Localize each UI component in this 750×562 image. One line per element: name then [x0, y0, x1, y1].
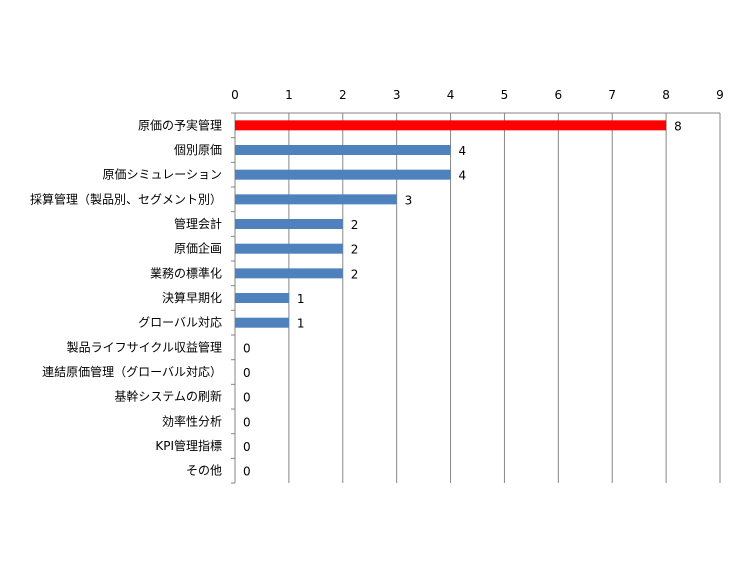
category-label: 効率性分析: [162, 413, 222, 428]
bar-1: [235, 145, 451, 156]
category-label: 連結原価管理（グローバル対応）: [42, 364, 222, 379]
bar-3: [235, 194, 397, 205]
x-tick-label: 6: [555, 88, 563, 102]
category-label: その他: [186, 464, 222, 478]
data-label: 1: [297, 292, 305, 306]
x-tick-label: 9: [716, 88, 724, 102]
x-tick-label: 2: [339, 88, 347, 102]
category-label: 原価シミュレーション: [102, 168, 222, 182]
category-label: 原価企画: [174, 241, 222, 256]
bar-6: [235, 268, 343, 279]
bar-5: [235, 243, 343, 254]
x-tick-label: 8: [662, 88, 670, 102]
category-label: 個別原価: [174, 143, 222, 157]
bar-0: [235, 120, 667, 131]
category-label: 製品ライフサイクル収益管理: [67, 339, 222, 354]
category-label: 採算管理（製品別、セグメント別）: [30, 191, 222, 206]
x-tick-label: 1: [285, 88, 293, 102]
data-label: 0: [243, 366, 251, 380]
data-label: 2: [351, 267, 359, 281]
data-label: 0: [243, 465, 251, 479]
data-label: 0: [243, 391, 251, 405]
x-tick-label: 3: [393, 88, 401, 102]
bar-4: [235, 219, 343, 230]
category-label: 原価の予実管理: [138, 117, 222, 132]
bar-7: [235, 293, 289, 304]
category-label: グローバル対応: [138, 316, 222, 330]
data-label: 4: [459, 144, 467, 158]
data-labels: 8 4 4 3 2 2 2 1 1 0 0 0 0 0 0: [243, 119, 682, 478]
x-tick-label: 0: [231, 88, 239, 102]
bar-2: [235, 169, 451, 180]
bars: [235, 120, 667, 328]
x-tick-label: 4: [447, 88, 455, 102]
category-label: KPI管理指標: [155, 438, 222, 453]
data-label: 0: [243, 440, 251, 454]
data-label: 4: [459, 169, 467, 183]
category-label: 業務の標準化: [150, 265, 222, 280]
data-label: 3: [405, 193, 413, 207]
data-label: 2: [351, 218, 359, 232]
bar-8: [235, 317, 289, 328]
x-tick-label: 7: [608, 88, 616, 102]
category-label: 決算早期化: [162, 290, 222, 305]
x-tick-label: 5: [501, 88, 509, 102]
data-label: 2: [351, 243, 359, 257]
data-label: 0: [243, 415, 251, 429]
data-label: 8: [674, 119, 682, 133]
category-label: 管理会計: [174, 216, 222, 231]
category-label: 基幹システムの刷新: [114, 389, 222, 404]
x-axis-tick-labels: 0 1 2 3 4 5 6 7 8 9: [231, 88, 724, 102]
data-label: 0: [243, 341, 251, 355]
data-label: 1: [297, 317, 305, 331]
